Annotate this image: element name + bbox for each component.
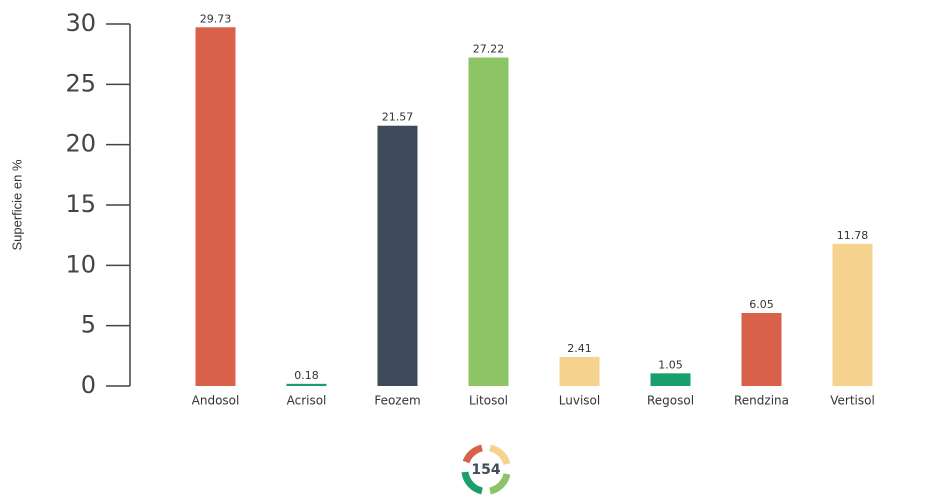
y-tick-label: 10 <box>65 250 96 278</box>
bar <box>650 373 691 386</box>
value-label: 27.22 <box>473 43 505 56</box>
y-axis-label: Superficie en % <box>9 159 24 250</box>
y-tick-label: 15 <box>65 190 96 218</box>
x-tick-label: Regosol <box>647 394 694 408</box>
y-tick-label: 25 <box>65 69 96 97</box>
x-tick-label: Acrisol <box>287 394 327 408</box>
value-label: 1.05 <box>658 358 683 371</box>
value-label: 21.57 <box>382 111 414 124</box>
bar <box>741 312 782 386</box>
value-label: 0.18 <box>294 369 319 382</box>
value-label: 11.78 <box>837 229 869 242</box>
x-tick-label: Litosol <box>469 394 508 408</box>
value-label: 6.05 <box>749 298 774 311</box>
x-tick-label: Andosol <box>192 394 240 408</box>
value-label: 29.73 <box>200 12 232 25</box>
bar <box>286 383 327 386</box>
x-tick-label: Feozem <box>374 394 420 408</box>
bar <box>377 125 418 387</box>
page-logo: 154 <box>461 444 511 495</box>
bar <box>832 243 873 386</box>
y-tick-label: 20 <box>65 130 96 158</box>
y-tick-label: 5 <box>81 311 96 339</box>
bar <box>559 356 600 386</box>
x-tick-label: Luvisol <box>559 394 600 408</box>
y-tick-label: 0 <box>81 371 96 399</box>
page-number: 154 <box>471 462 500 478</box>
bar <box>468 57 509 386</box>
value-label: 2.41 <box>567 342 592 355</box>
x-tick-label: Rendzina <box>734 394 789 408</box>
y-tick-label: 30 <box>65 9 96 37</box>
bar <box>195 27 236 387</box>
x-tick-label: Vertisol <box>830 394 875 408</box>
